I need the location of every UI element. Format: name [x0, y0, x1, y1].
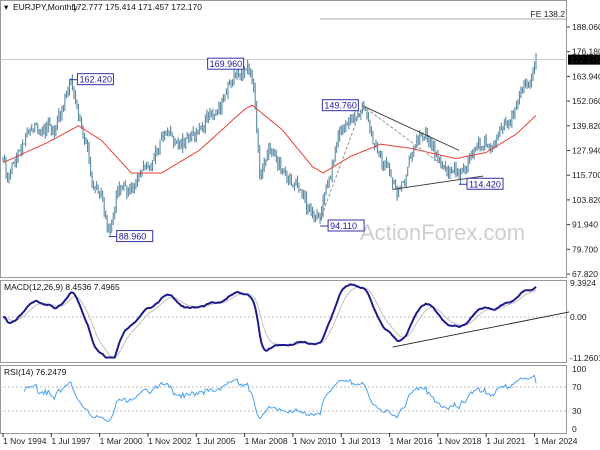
trendline [319, 105, 363, 221]
macd-signal-line [3, 286, 537, 358]
time-axis-label: 1 Mar 2016 [390, 436, 433, 446]
rsi-line [23, 374, 537, 423]
price-axis-label: 176.180 [572, 47, 600, 57]
macd-axis-label: 0.00 [570, 312, 587, 322]
ohlc-readout: 172.777 175.414 171.457 172.170 [72, 2, 202, 12]
macd-line [2, 283, 537, 359]
current-price-badge [568, 54, 600, 65]
time-axis-label: 1 Nov 2018 [438, 436, 482, 446]
price-axis-label: 91.940 [572, 220, 598, 230]
macd-axis-label: 9.3924 [570, 278, 596, 288]
swing-label-box [76, 73, 114, 86]
rsi-axis-label: 0 [572, 424, 577, 434]
rsi-axis-label: 70 [572, 382, 582, 392]
rsi-axis-label: 30 [572, 406, 582, 416]
time-axis-label: 1 Jul 2005 [196, 436, 235, 446]
swing-label-box [116, 230, 154, 243]
price-axis-label: 79.700 [572, 244, 598, 254]
time-axis-label: 1 Nov 2002 [148, 436, 192, 446]
time-axis-label: 1 Nov 1994 [3, 436, 47, 446]
trendline [362, 105, 460, 151]
price-axis-label: 103.820 [572, 195, 600, 205]
time-axis-label: 1 Jul 1997 [51, 436, 90, 446]
current-price-label: 172.170 [570, 55, 600, 65]
price-axis-label: 188.060 [572, 22, 600, 32]
time-axis-label: 1 Jul 2021 [486, 436, 525, 446]
time-axis-label: 1 Nov 2010 [293, 436, 337, 446]
swing-label: 88.960 [119, 232, 147, 242]
swing-label-box [321, 99, 359, 112]
macd-axis-label: -11.2601 [570, 353, 600, 363]
macd-trendline [392, 311, 570, 348]
swing-label-box [327, 219, 365, 232]
swing-label: 149.760 [324, 101, 357, 111]
rsi-label: RSI(14) 76.2479 [4, 367, 67, 377]
price-axis-label: 67.820 [572, 269, 598, 279]
price-panel [0, 0, 567, 278]
swing-label-box [466, 177, 504, 190]
macd-panel [0, 280, 567, 363]
fe-level-label: FE 138.2 [531, 9, 566, 19]
price-axis-label: 115.700 [572, 170, 600, 180]
chart-title: EURJPY,Monthly [13, 2, 78, 12]
swing-label: 162.420 [79, 75, 112, 85]
time-axis-label: 1 Jul 2013 [341, 436, 380, 446]
trendline [362, 105, 457, 176]
time-axis-label: 1 Mar 2008 [245, 436, 288, 446]
price-axis-label: 152.060 [572, 96, 600, 106]
macd-label: MACD(12,26,9) 8.4536 7.4965 [4, 282, 120, 292]
symbol-dropdown-icon[interactable]: ▾ [4, 2, 9, 12]
watermark: ActionForex.com [360, 220, 525, 245]
price-axis-label: 127.940 [572, 146, 600, 156]
swing-label: 94.110 [330, 221, 357, 231]
swing-label-box [207, 57, 245, 70]
swing-label: 114.420 [469, 179, 501, 189]
rsi-panel [0, 365, 567, 434]
rsi-axis-label: 100 [572, 364, 586, 374]
time-axis-label: 1 Mar 2000 [100, 436, 143, 446]
price-axis-label: 139.820 [572, 121, 600, 131]
swing-label: 169.960 [210, 59, 243, 69]
time-axis-label: 1 Mar 2024 [535, 436, 578, 446]
price-axis-label: 163.940 [572, 71, 600, 81]
moving-average-line [2, 104, 537, 174]
